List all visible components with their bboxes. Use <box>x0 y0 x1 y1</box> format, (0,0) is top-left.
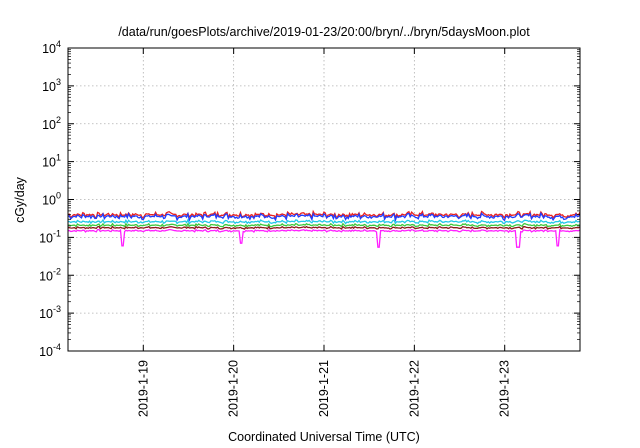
y-tick-label: 101 <box>42 153 61 170</box>
y-tick-labels: 10-4 10-3 10-2 10-1 100 101 102 103 104 <box>39 39 61 359</box>
series-line-3 <box>67 218 581 225</box>
y-axis-label: cGy/day <box>13 176 27 223</box>
y-tick-label: 10-1 <box>39 228 61 245</box>
y-tick-label: 102 <box>42 115 61 132</box>
series-line-2 <box>67 211 581 223</box>
x-tick-label: 2019-1-23 <box>498 360 512 417</box>
x-axis-label: Coordinated Universal Time (UTC) <box>228 430 420 444</box>
y-tick-label: 10-2 <box>39 266 61 283</box>
series-line-1 <box>67 209 581 221</box>
ticks <box>68 47 580 352</box>
x-tick-label: 2019-1-22 <box>407 360 421 417</box>
x-tick-label: 2019-1-19 <box>136 360 150 417</box>
series-group <box>67 209 581 248</box>
x-tick-labels: 2019-1-19 2019-1-20 2019-1-21 2019-1-22 2019… <box>136 360 511 417</box>
y-tick-label: 104 <box>42 39 61 56</box>
y-tick-label: 103 <box>42 77 61 94</box>
grid <box>68 48 580 351</box>
y-tick-label: 10-4 <box>39 342 61 359</box>
y-tick-label: 10-3 <box>39 304 61 321</box>
chart-title: /data/run/goesPlots/archive/2019-01-23/2… <box>118 25 530 39</box>
x-tick-label: 2019-1-21 <box>317 360 331 417</box>
series-line-6 <box>67 228 581 248</box>
y-tick-label: 100 <box>42 191 61 208</box>
series-line-4 <box>67 222 581 228</box>
x-tick-label: 2019-1-20 <box>227 360 241 417</box>
series-line-5 <box>68 225 581 230</box>
